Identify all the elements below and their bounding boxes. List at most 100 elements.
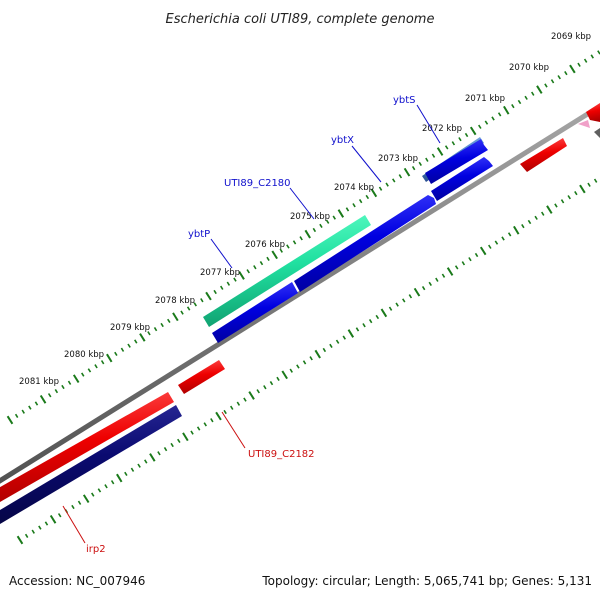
minor-tick: [441, 273, 446, 278]
minor-tick: [127, 343, 131, 348]
minor-tick: [428, 281, 432, 287]
minor-tick: [28, 405, 32, 410]
minor-tick: [299, 236, 303, 241]
major-tick: [380, 308, 388, 318]
minor-tick: [358, 198, 363, 204]
map-title: Escherichia coli UTI89, complete genome: [166, 12, 435, 27]
minor-tick: [203, 422, 207, 427]
major-tick: [238, 271, 245, 280]
tick-label: 2081 kbp: [19, 377, 59, 387]
major-tick: [6, 415, 14, 425]
major-tick: [281, 370, 288, 380]
major-tick: [182, 432, 189, 442]
minor-tick: [355, 327, 360, 332]
major-tick: [546, 205, 553, 214]
gene-pink-edge: [578, 120, 590, 128]
minor-tick: [87, 368, 92, 373]
minor-tick: [213, 289, 217, 295]
minor-tick: [302, 360, 307, 365]
minor-tick: [104, 484, 108, 489]
minor-tick: [246, 269, 250, 274]
major-tick: [413, 287, 421, 297]
minor-tick: [190, 430, 194, 435]
minor-tick: [61, 384, 65, 390]
genome-summary: Topology: circular; Length: 5,065,741 bp…: [262, 574, 592, 588]
minor-tick: [385, 182, 389, 187]
minor-tick: [395, 302, 399, 307]
minor-tick: [541, 211, 545, 216]
major-tick: [337, 209, 345, 218]
major-tick: [446, 267, 454, 276]
minor-tick: [24, 533, 29, 539]
minor-tick: [325, 219, 330, 224]
accession-label: Accession: NC_007946: [9, 574, 146, 588]
tick-label: 2071 kbp: [465, 94, 505, 104]
minor-tick: [511, 103, 515, 109]
major-tick: [579, 184, 586, 194]
minor-tick: [431, 153, 436, 158]
minor-tick: [256, 389, 260, 394]
gene-dark-edge: [594, 128, 600, 138]
gene-UTI89_C2182: [178, 360, 225, 394]
minor-tick: [263, 385, 267, 390]
minor-tick: [474, 252, 479, 258]
minor-tick: [319, 223, 323, 229]
major-tick: [215, 411, 222, 421]
gene-irp2: [0, 405, 182, 524]
minor-tick: [163, 446, 168, 452]
tick-label: 2072 kbp: [422, 124, 462, 134]
minor-tick: [468, 257, 472, 262]
minor-tick: [236, 401, 241, 406]
minor-tick: [110, 480, 115, 485]
major-tick: [106, 353, 113, 363]
minor-tick: [233, 277, 237, 282]
gene-red-edge: [586, 103, 600, 122]
gene-label-irp2: irp2: [86, 544, 106, 555]
minor-tick: [34, 401, 39, 406]
minor-tick: [180, 310, 184, 315]
minor-tick: [524, 95, 528, 100]
minor-tick: [392, 178, 396, 183]
minor-tick: [362, 323, 366, 328]
major-tick: [436, 147, 444, 156]
forward-strand: [203, 137, 493, 343]
minor-tick: [402, 298, 406, 303]
major-tick: [569, 64, 576, 74]
minor-tick: [147, 331, 151, 336]
minor-tick: [398, 174, 403, 179]
minor-tick: [296, 364, 300, 369]
minor-tick: [196, 426, 201, 431]
minor-tick: [587, 182, 591, 187]
minor-tick: [494, 240, 499, 245]
minor-tick: [230, 405, 234, 410]
minor-tick: [345, 207, 350, 212]
minor-tick: [226, 281, 231, 286]
gene-forward-4: [425, 139, 488, 184]
minor-tick: [94, 364, 98, 369]
minor-tick: [14, 413, 19, 419]
minor-tick: [461, 261, 466, 266]
minor-tick: [557, 75, 561, 80]
minor-tick: [574, 190, 578, 196]
minor-tick: [488, 244, 492, 249]
major-tick: [536, 85, 543, 94]
genome-backbone: [0, 103, 600, 484]
minor-tick: [130, 467, 135, 472]
major-tick: [116, 473, 123, 483]
minor-tick: [47, 393, 52, 398]
tick-label: 2069 kbp: [551, 32, 591, 42]
minor-tick: [332, 215, 336, 220]
minor-tick: [38, 525, 42, 530]
minor-tick: [560, 199, 565, 204]
major-tick: [403, 167, 411, 177]
minor-tick: [153, 326, 158, 332]
minor-tick: [491, 116, 495, 121]
outer-tick-ring: [6, 50, 600, 425]
major-tick: [139, 333, 146, 342]
minor-tick: [388, 306, 393, 311]
tick-label: 2079 kbp: [110, 323, 150, 333]
major-tick: [248, 391, 255, 400]
gene-forward-2: [294, 195, 436, 292]
minor-tick: [329, 343, 333, 349]
tick-label: 2075 kbp: [290, 212, 330, 222]
